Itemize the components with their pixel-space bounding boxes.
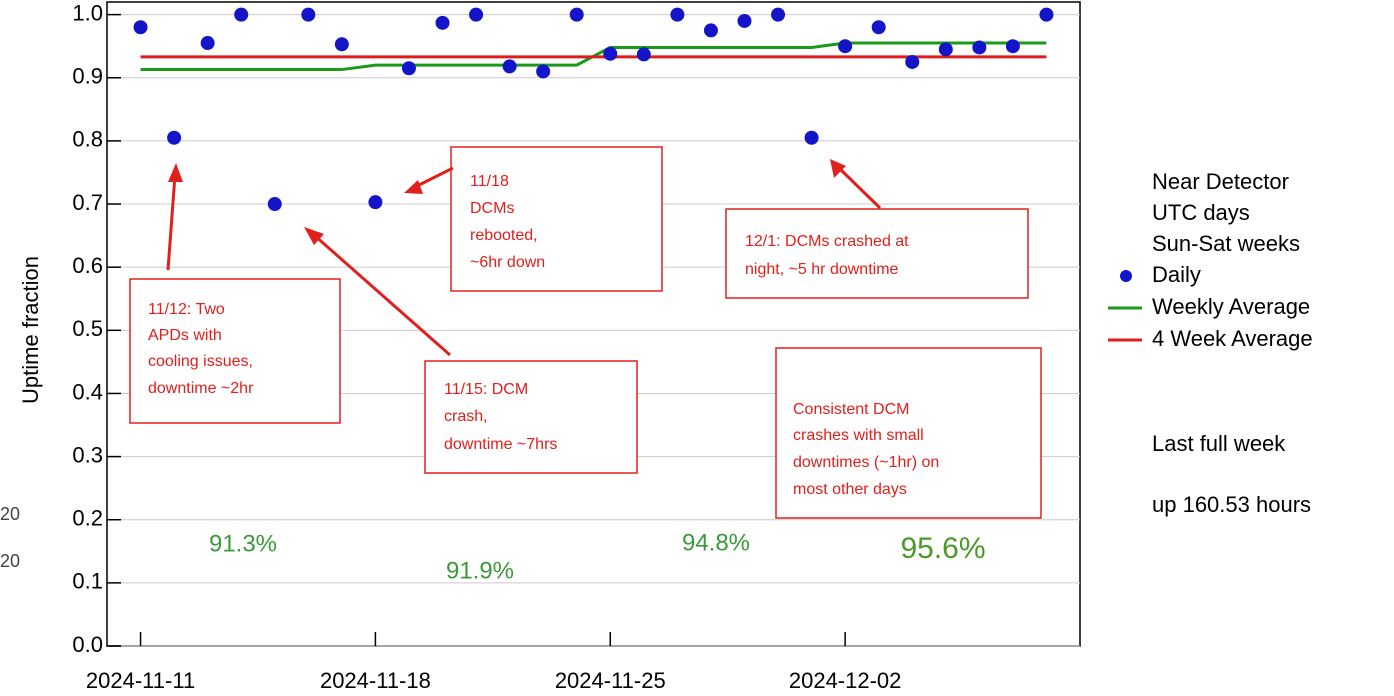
y-tick-label: 0.1 xyxy=(72,569,103,594)
daily-point xyxy=(972,40,987,55)
daily-point xyxy=(234,7,249,22)
y-axis-label: Uptime fraction xyxy=(18,256,43,404)
y-tick-label: 0.9 xyxy=(72,64,103,89)
daily-point xyxy=(703,23,718,38)
daily-point xyxy=(1039,7,1054,22)
arrow-head xyxy=(404,180,423,194)
daily-point xyxy=(603,46,618,61)
daily-point xyxy=(636,47,651,62)
daily-point xyxy=(905,54,920,69)
daily-point xyxy=(737,13,752,28)
daily-point xyxy=(267,197,282,212)
legend-title: Near Detector xyxy=(1152,169,1289,194)
annotation-text: downtime ~7hrs xyxy=(444,436,557,453)
x-tick-label: 2024-11-18 xyxy=(320,668,431,693)
annotation-text: night, ~5 hr downtime xyxy=(745,261,899,278)
daily-point xyxy=(871,20,886,35)
daily-point xyxy=(938,42,953,57)
arrow xyxy=(414,166,454,189)
annotation-text: ~6hr down xyxy=(470,254,545,271)
week-label: 95.6% xyxy=(900,532,985,565)
annotations: 91.3% 91.9% 94.8% 95.6% 11/12: Two APDs … xyxy=(129,146,1042,584)
annotation-text: cooling issues, xyxy=(148,353,253,370)
annotation-box xyxy=(450,146,663,292)
y-tick-label: 1.0 xyxy=(72,0,103,25)
week-label: 94.8% xyxy=(682,529,750,556)
daily-point xyxy=(435,15,450,30)
legend-label: Daily xyxy=(1152,262,1201,287)
annotation-box xyxy=(725,208,1029,299)
daily-point xyxy=(200,36,215,51)
arrow xyxy=(166,174,177,271)
daily-point xyxy=(771,7,786,22)
y-tick-label: 0.0 xyxy=(72,632,103,657)
annotation-box xyxy=(424,360,638,474)
annotation-text: most other days xyxy=(793,481,907,498)
daily-point xyxy=(133,20,148,35)
daily-point xyxy=(670,7,685,22)
daily-point xyxy=(368,195,383,210)
annotation-text: Consistent DCM xyxy=(793,401,909,418)
week-label: 91.9% xyxy=(446,557,514,584)
side-label: 20 xyxy=(0,551,20,571)
week-label: 91.3% xyxy=(209,530,277,557)
x-tick-label: 2024-11-25 xyxy=(555,668,666,693)
annotation-text: 11/18 xyxy=(470,173,509,190)
daily-point xyxy=(469,7,484,22)
arrow-head xyxy=(304,227,324,245)
daily-point xyxy=(167,130,182,145)
arrow-head xyxy=(830,159,846,178)
arrow-head xyxy=(168,163,183,182)
x-tick-label: 2024-11-11 xyxy=(86,668,195,693)
side-label: 20 xyxy=(0,504,20,524)
annotation-text: crashes with small xyxy=(793,427,924,444)
annotation-text: APDs with xyxy=(148,327,222,344)
annotation-box xyxy=(129,278,341,424)
annotation-text: DCMs xyxy=(470,200,514,217)
summary: up 160.53 hours xyxy=(1152,492,1311,517)
arrow xyxy=(837,166,882,210)
y-tick-label: 0.4 xyxy=(72,379,103,404)
x-tick-label: 2024-12-02 xyxy=(789,668,902,693)
y-tick-label: 0.6 xyxy=(72,253,103,278)
summary: Last full week xyxy=(1152,431,1286,456)
y-tick-label: 0.5 xyxy=(72,316,103,341)
daily-point xyxy=(536,64,551,79)
legend-swatch xyxy=(1120,270,1132,282)
daily-point xyxy=(301,7,316,22)
legend: Near Detector UTC days Sun-Sat weeks Las… xyxy=(1108,169,1313,517)
daily-point xyxy=(334,37,349,52)
daily-point xyxy=(804,130,819,145)
annotation-text: 11/12: Two xyxy=(148,301,225,318)
legend-title: UTC days xyxy=(1152,200,1250,225)
daily-point xyxy=(1005,39,1020,54)
legend-label: 4 Week Average xyxy=(1152,326,1313,351)
legend-label: Weekly Average xyxy=(1152,294,1310,319)
daily-point xyxy=(502,59,517,74)
daily-point xyxy=(401,61,416,76)
legend-title: Sun-Sat weeks xyxy=(1152,231,1300,256)
y-tick-label: 0.8 xyxy=(72,127,103,152)
annotation-box xyxy=(775,347,1042,519)
y-tick-label: 0.3 xyxy=(72,442,103,467)
y-tick-label: 0.2 xyxy=(72,506,103,531)
annotation-text: downtimes (~1hr) on xyxy=(793,454,939,471)
annotation-text: downtime ~2hr xyxy=(148,380,254,397)
annotation-text: 12/1: DCMs crashed at xyxy=(745,233,909,250)
y-tick-label: 0.7 xyxy=(72,190,103,215)
annotation-text: 11/15: DCM xyxy=(444,381,528,398)
annotation-text: crash, xyxy=(444,408,488,425)
arrow xyxy=(313,233,451,357)
daily-point xyxy=(838,39,853,54)
annotation-text: rebooted, xyxy=(470,227,538,244)
daily-point xyxy=(569,7,584,22)
